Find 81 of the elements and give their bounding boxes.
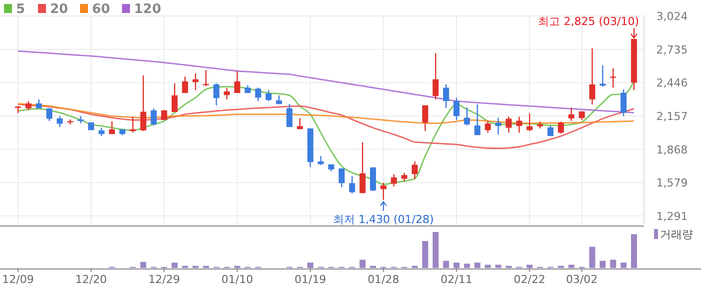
legend-label: 20 <box>50 2 68 17</box>
x-tick-label: 02/22 <box>514 273 546 286</box>
bar <box>589 246 596 268</box>
candlestick <box>150 108 157 126</box>
candlestick <box>432 52 439 100</box>
candlestick <box>172 82 178 113</box>
candlestick <box>412 160 418 180</box>
annotation: 최고 2,825 (03/10) <box>538 14 639 28</box>
candlestick <box>610 68 616 88</box>
y-tick-label: 2,735 <box>656 43 688 56</box>
candlestick <box>286 103 292 128</box>
bar <box>474 262 480 268</box>
candlestick <box>338 168 345 188</box>
candlestick <box>349 176 356 194</box>
candlestick <box>443 84 450 109</box>
candlestick <box>46 108 52 122</box>
candlestick <box>620 88 627 117</box>
candlestick <box>558 121 564 134</box>
y-tick-label: 3,024 <box>656 10 688 23</box>
candlestick <box>255 87 262 102</box>
bar <box>568 264 574 268</box>
candlestick <box>182 76 188 94</box>
x-tick-label: 12/09 <box>2 273 34 286</box>
bar <box>526 264 533 268</box>
bar <box>360 260 366 268</box>
y-tick-label: 1,291 <box>656 210 688 223</box>
candlestick <box>370 166 376 192</box>
candlestick <box>495 117 502 136</box>
bar <box>464 264 470 268</box>
bar <box>484 264 491 268</box>
candlestick <box>464 106 470 126</box>
x-tick-label: 01/19 <box>294 273 326 286</box>
candlestick <box>568 107 574 122</box>
annotation: 최저 1,430 (01/28) <box>333 212 434 226</box>
y-tick-label: 2,446 <box>656 76 688 90</box>
x-tick-label: 03/02 <box>566 273 598 286</box>
candlestick <box>526 112 533 132</box>
legend-label: 60 <box>92 2 110 17</box>
legend-label: 120 <box>134 2 162 17</box>
candlestick <box>589 48 596 105</box>
bar <box>620 262 627 268</box>
bar <box>140 262 146 268</box>
candlestick <box>506 116 512 134</box>
bar <box>495 264 502 268</box>
x-tick-label: 01/28 <box>368 273 400 286</box>
candlestick <box>600 64 606 88</box>
candlestick <box>454 97 460 121</box>
candlestick <box>484 120 491 134</box>
candlestick <box>266 89 272 102</box>
x-tick-label: 12/20 <box>75 273 107 286</box>
bar <box>600 260 606 268</box>
bar <box>432 232 439 268</box>
candlestick <box>516 116 522 134</box>
candlestick <box>318 155 324 166</box>
y-tick-label: 2,157 <box>656 110 688 123</box>
bar <box>443 260 450 268</box>
candlestick <box>234 70 240 94</box>
bar <box>631 234 637 268</box>
candlestick <box>213 82 220 106</box>
candlestick <box>140 74 146 132</box>
bar <box>172 262 178 268</box>
bar <box>307 262 314 268</box>
legend-label: 5 <box>16 2 26 17</box>
candlestick <box>192 72 198 91</box>
candlestick <box>360 142 366 194</box>
candlestick <box>422 104 428 132</box>
candlestick <box>390 174 397 188</box>
candlestick <box>56 115 63 128</box>
x-tick-label: 02/11 <box>440 273 472 286</box>
bar <box>422 241 428 268</box>
y-tick-label: 1,868 <box>656 143 688 156</box>
bar <box>610 260 616 268</box>
bar <box>454 262 460 268</box>
x-tick-label: 12/29 <box>148 273 180 286</box>
candlestick <box>474 104 480 136</box>
x-tick-label: 01/10 <box>221 273 254 286</box>
candlestick <box>380 182 386 200</box>
y-tick-label: 1,579 <box>656 176 688 190</box>
candlestick <box>108 120 115 135</box>
candlestick <box>224 87 230 100</box>
legend-label: 거래량 <box>660 228 693 241</box>
